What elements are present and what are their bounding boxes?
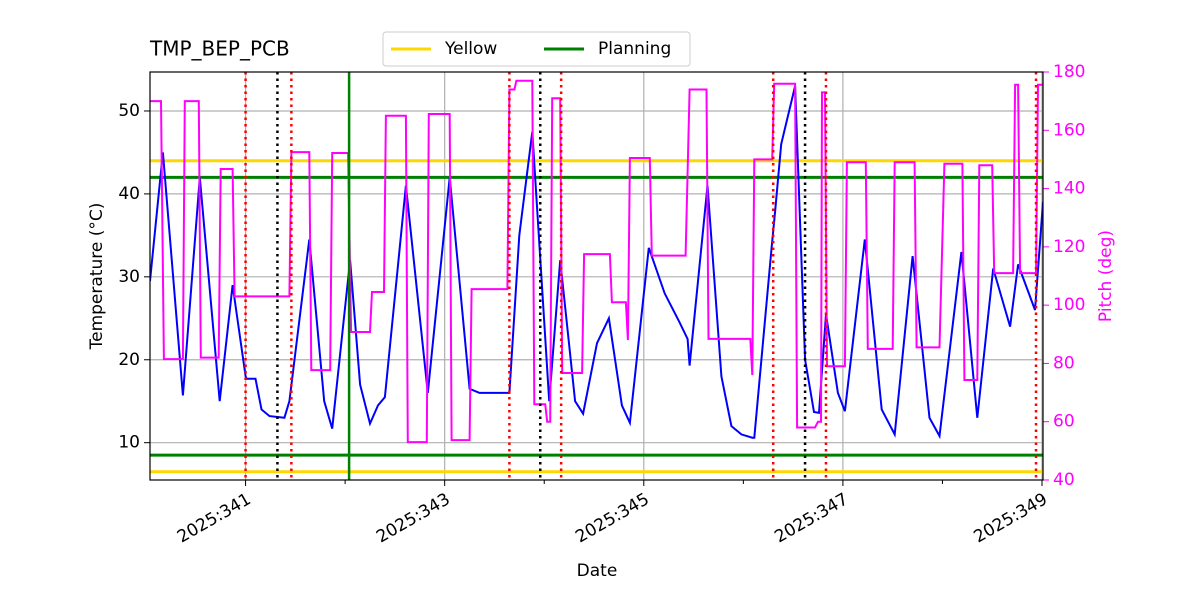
y2-tick-label: 60 [1053,412,1075,432]
y2-tick-label: 120 [1053,237,1085,257]
x-tick-label: 2025:349 [970,489,1051,547]
x-tick-label: 2025:347 [771,489,852,547]
data-line [150,79,1043,444]
x-axis-label: Date [577,561,618,581]
y-tick-label: 10 [118,433,140,453]
y-tick-label: 50 [118,101,140,121]
y-tick-label: 40 [118,184,140,204]
x-tick-label: 2025:341 [174,489,255,547]
y2-tick-label: 40 [1053,470,1075,490]
chart-title: TMP_BEP_PCB [149,37,290,61]
y2-tick-label: 80 [1053,353,1075,373]
y-tick-label: 20 [118,350,140,370]
y2-tick-label: 160 [1053,120,1085,140]
plot-frame [149,71,1044,481]
y-axis-label: Temperature (°C) [87,203,107,351]
x-tick-label: 2025:345 [572,489,653,547]
y2-tick-label: 100 [1053,295,1085,315]
legend-box [382,31,691,67]
legend-label: Yellow [444,39,497,59]
y-tick-label: 30 [118,267,140,287]
legend-label: Planning [598,39,671,59]
y2-tick-label: 140 [1053,179,1085,199]
y2-axis-label: Pitch (deg) [1096,230,1116,322]
x-tick-label: 2025:343 [373,489,454,547]
y2-tick-label: 180 [1053,62,1085,82]
data-line [150,85,1043,440]
